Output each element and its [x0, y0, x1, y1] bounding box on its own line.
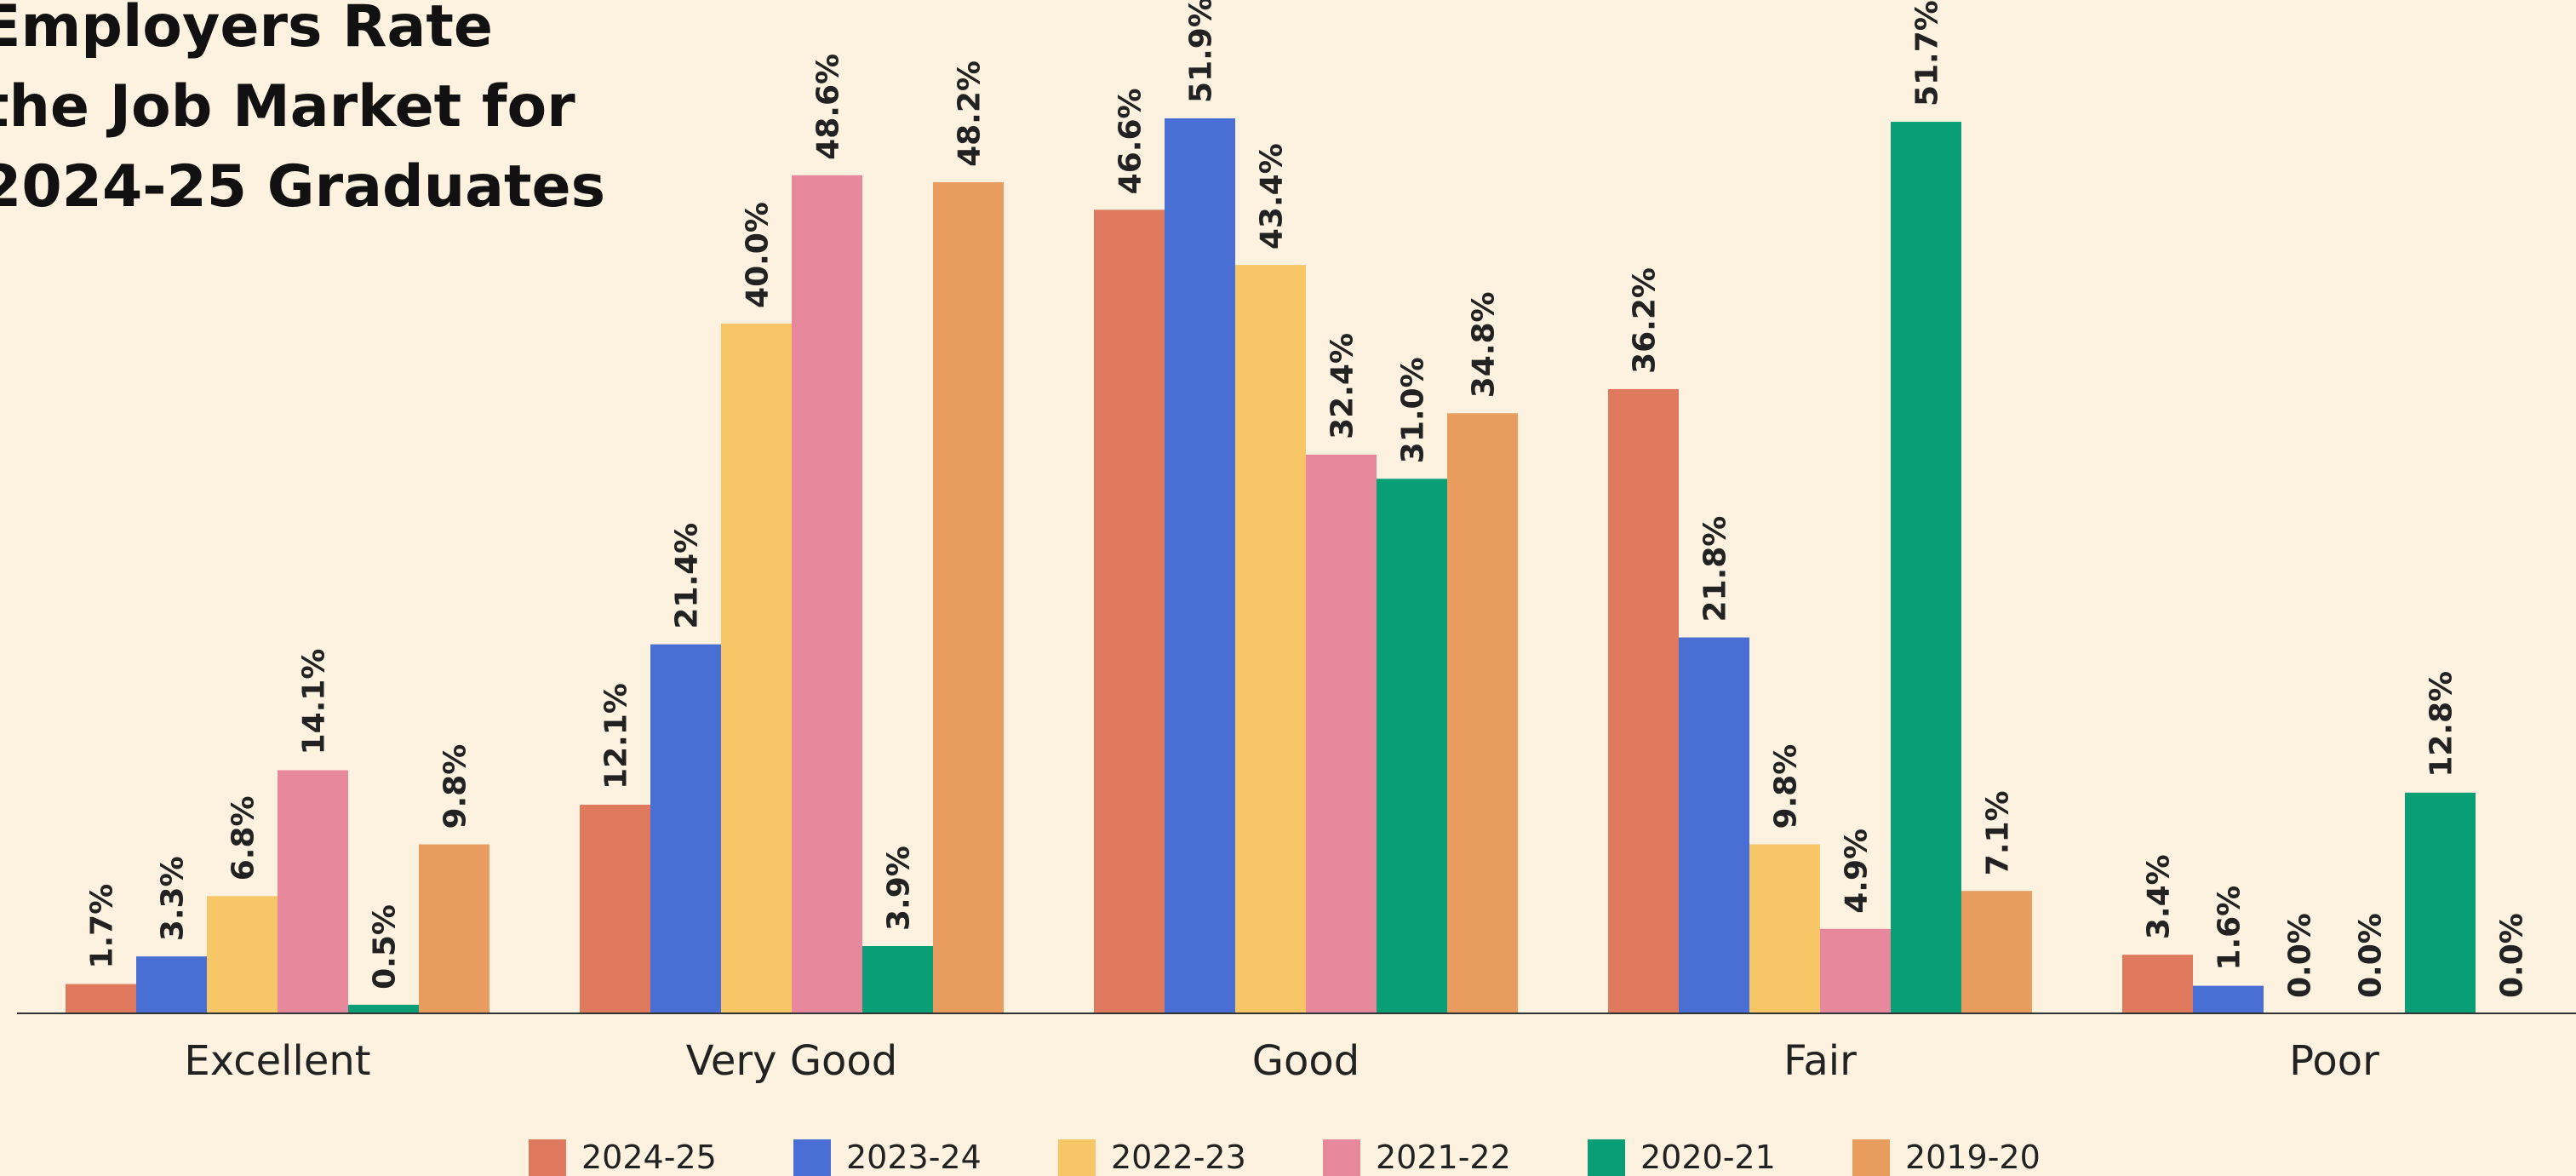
bar: [721, 323, 792, 1014]
value-label: 0.5%: [368, 904, 403, 990]
value-label: 0.0%: [2495, 913, 2530, 998]
bar: [1165, 118, 1235, 1013]
value-label: 14.1%: [297, 649, 332, 755]
chart-title: Employers Rate: [0, 0, 493, 60]
value-label: 46.6%: [1113, 88, 1148, 194]
legend-swatch: [793, 1139, 831, 1176]
value-label: 0.0%: [2283, 913, 2318, 998]
bar: [792, 175, 862, 1013]
x-tick-label: Fair: [1783, 1037, 1857, 1085]
value-label: 7.1%: [1981, 790, 2016, 875]
bar: [1679, 637, 1749, 1013]
value-label: 1.6%: [2212, 886, 2247, 971]
legend-swatch: [1588, 1139, 1625, 1176]
bar: [2122, 955, 2193, 1013]
bar: [1961, 891, 2032, 1013]
value-label: 9.8%: [438, 744, 473, 829]
bar: [650, 644, 721, 1013]
value-label: 32.4%: [1325, 333, 1360, 439]
bar: [1306, 454, 1377, 1013]
legend-swatch: [529, 1139, 566, 1176]
bar: [2405, 792, 2476, 1013]
bar: [136, 956, 207, 1013]
value-label: 40.0%: [741, 202, 776, 308]
legend-swatch: [1058, 1139, 1096, 1176]
value-label: 48.6%: [811, 54, 846, 160]
chart-title: the Job Market for: [0, 73, 575, 141]
value-label: 0.0%: [2354, 913, 2389, 998]
value-label: 48.2%: [953, 60, 987, 167]
legend-label: 2019-20: [1905, 1139, 2041, 1176]
value-label: 51.9%: [1184, 0, 1219, 103]
bar: [580, 804, 650, 1013]
x-tick-label: Poor: [2289, 1037, 2379, 1085]
bar: [1608, 388, 1679, 1013]
bar: [1447, 413, 1518, 1014]
bar: [1235, 265, 1306, 1013]
value-label: 34.8%: [1467, 291, 1502, 398]
legend-swatch: [1323, 1139, 1360, 1176]
bar: [348, 1004, 419, 1013]
bar: [1749, 844, 1820, 1013]
bar: [933, 181, 1004, 1014]
x-tick-label: Very Good: [686, 1037, 897, 1085]
value-label: 36.2%: [1628, 267, 1663, 374]
value-label: 6.8%: [226, 795, 261, 881]
bar: [419, 844, 489, 1013]
legend-label: 2022-23: [1111, 1139, 1246, 1176]
value-label: 21.4%: [670, 523, 705, 629]
value-label: 3.9%: [882, 846, 917, 931]
x-tick-label: Excellent: [184, 1037, 370, 1085]
value-label: 12.8%: [2424, 671, 2459, 777]
legend-label: 2021-22: [1376, 1139, 1511, 1176]
value-label: 12.1%: [599, 683, 634, 789]
value-label: 3.3%: [156, 856, 191, 941]
bar: [2193, 985, 2264, 1013]
bar: [1891, 122, 1961, 1014]
value-label: 3.4%: [2142, 854, 2177, 939]
bar: [1377, 479, 1447, 1013]
legend-swatch: [1852, 1139, 1890, 1176]
bar: [862, 946, 933, 1013]
value-label: 1.7%: [85, 884, 120, 969]
bar: [1820, 928, 1891, 1013]
x-tick-label: Good: [1252, 1037, 1360, 1085]
value-label: 21.8%: [1698, 516, 1733, 622]
legend-label: 2020-21: [1640, 1139, 1776, 1176]
chart-title: 2024-25 Graduates: [0, 153, 605, 221]
value-label: 4.9%: [1840, 829, 1875, 914]
bar: [278, 770, 348, 1013]
value-label: 43.4%: [1255, 143, 1290, 250]
bar: [66, 984, 136, 1013]
value-label: 51.7%: [1910, 0, 1945, 106]
bar: [207, 896, 278, 1013]
value-label: 9.8%: [1769, 744, 1804, 829]
value-label: 31.0%: [1396, 357, 1431, 463]
bar: [1094, 209, 1165, 1013]
legend-label: 2023-24: [846, 1139, 982, 1176]
legend-label: 2024-25: [581, 1139, 717, 1176]
